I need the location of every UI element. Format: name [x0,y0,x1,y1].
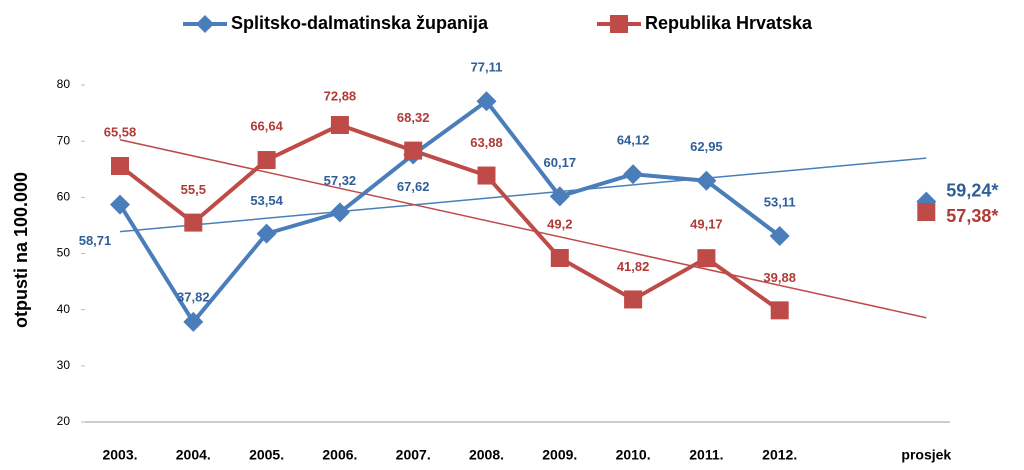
data-label: 58,71 [79,233,112,248]
marker [549,186,570,207]
legend-marker [196,15,214,33]
marker [110,194,130,215]
data-label: 53,54 [250,193,283,208]
marker [329,202,350,223]
data-label: 57,32 [324,173,357,188]
marker [623,164,644,185]
marker [917,203,936,222]
x-tick-label: 2012. [762,447,797,463]
marker [111,156,129,175]
data-label: 55,5 [181,182,206,197]
marker [476,91,497,112]
x-tick-label: prosjek [901,447,951,463]
x-tick-label: 2007. [396,447,431,463]
x-tick-label: 2009. [542,447,577,463]
data-label: 53,11 [764,194,796,209]
data-label: 77,11 [471,60,503,75]
x-tick-label: 2004. [176,447,211,463]
x-tick-label: 2006. [322,447,357,463]
y-tick-label: 40 [57,302,71,316]
data-label: 64,12 [617,133,650,148]
y-tick-label: 50 [57,246,71,260]
marker [477,166,496,185]
data-label: 37,82 [177,289,210,304]
data-label: 68,32 [397,110,430,125]
marker [769,226,790,247]
trend-line [119,157,927,233]
data-label: 59,24* [946,180,998,200]
legend-marker [610,15,628,33]
marker [330,115,349,134]
marker [696,170,717,191]
data-label: 39,88 [763,270,796,285]
data-label: 41,82 [617,259,650,274]
marker [770,301,789,320]
marker [697,249,716,268]
data-label: 66,64 [250,118,283,133]
x-tick-label: 2005. [249,447,284,463]
trend-line [119,139,927,319]
data-label: 49,17 [690,217,723,232]
marker [550,248,569,267]
y-tick-label: 60 [57,190,71,204]
data-label: 67,62 [397,179,430,194]
series-line [120,125,926,310]
y-tick-label: 70 [57,133,71,147]
legend-label: Splitsko-dalmatinska županija [231,13,489,33]
data-label: 63,88 [470,135,503,150]
y-axis-label: otpusti na 100.000 [11,172,31,328]
data-label: 60,17 [544,155,577,170]
marker [184,213,203,232]
y-tick-label: 30 [57,358,71,372]
data-label: 57,38* [946,206,998,226]
series-line [120,101,926,322]
data-label: 65,58 [104,124,137,139]
x-tick-label: 2010. [616,447,651,463]
marker [624,290,643,309]
x-tick-label: 2011. [689,447,723,463]
data-label: 62,95 [690,139,723,154]
x-tick-label: 2003. [102,447,137,463]
marker [404,141,423,160]
marker [257,151,276,170]
legend-label: Republika Hrvatska [645,13,813,33]
y-tick-label: 80 [57,77,71,91]
marker [183,311,204,332]
y-tick-label: 20 [57,414,71,428]
data-label: 49,2 [547,216,572,231]
data-label: 72,88 [324,88,357,103]
x-tick-label: 2008. [469,447,504,463]
marker [256,223,277,244]
